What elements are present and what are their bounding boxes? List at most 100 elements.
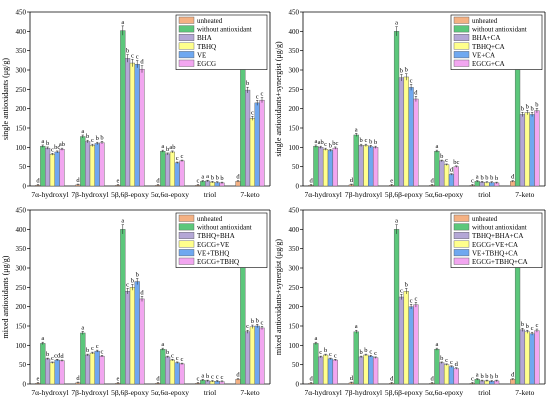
bar bbox=[322, 149, 329, 187]
significance-letter: a bbox=[161, 341, 164, 348]
significance-letter: a bbox=[41, 335, 44, 342]
bar bbox=[358, 356, 364, 385]
significance-letter: a bbox=[81, 128, 84, 135]
significance-letter: b bbox=[480, 174, 483, 181]
significance-letter: e bbox=[37, 375, 40, 382]
legend-swatch bbox=[453, 257, 470, 265]
legend-swatch bbox=[178, 223, 195, 231]
y-tick-label: 0 bbox=[23, 381, 27, 389]
significance-letter: c bbox=[51, 355, 54, 362]
significance-letter: d bbox=[414, 89, 418, 96]
bar bbox=[94, 143, 100, 187]
significance-letter: c bbox=[471, 177, 474, 184]
y-tick-label: 400 bbox=[16, 226, 27, 234]
bar bbox=[363, 145, 369, 187]
significance-letter: a bbox=[201, 174, 204, 181]
y-tick-label: 100 bbox=[16, 342, 27, 350]
significance-letter: a bbox=[161, 143, 164, 150]
significance-letter: a bbox=[395, 20, 398, 27]
bar bbox=[372, 357, 379, 385]
y-tick-label: 100 bbox=[289, 144, 300, 152]
bar bbox=[408, 306, 414, 385]
significance-letter: c bbox=[450, 359, 453, 366]
legend-label: without antioxidant bbox=[472, 26, 527, 34]
legend-swatch bbox=[178, 257, 195, 265]
significance-letter: c bbox=[181, 356, 184, 363]
significance-letter: b bbox=[405, 67, 408, 74]
legend-swatch bbox=[178, 240, 195, 248]
y-tick-label: 350 bbox=[289, 245, 300, 253]
y-tick-label: 150 bbox=[16, 125, 27, 133]
significance-letter: a bbox=[314, 138, 317, 145]
significance-letter: c bbox=[410, 77, 413, 84]
significance-letter: c bbox=[471, 375, 474, 382]
legend-label: VE bbox=[197, 51, 206, 59]
y-tick-label: 450 bbox=[16, 207, 27, 215]
y-tick-label: 400 bbox=[16, 28, 27, 36]
y-axis-label: mixed antioxidants+synergist (μg/g) bbox=[274, 239, 283, 356]
bar bbox=[259, 99, 265, 187]
x-tick-label: 7-keto bbox=[515, 190, 534, 199]
bar bbox=[534, 110, 540, 187]
significance-letter: b bbox=[400, 67, 403, 74]
significance-letter: c bbox=[531, 325, 534, 332]
y-tick-label: 450 bbox=[289, 207, 300, 215]
legend-swatch bbox=[178, 42, 195, 50]
legend-label: unheated bbox=[472, 215, 498, 223]
significance-letter: ab bbox=[169, 144, 175, 151]
significance-letter: c bbox=[535, 322, 538, 329]
bar bbox=[80, 136, 86, 187]
bar bbox=[519, 329, 526, 385]
significance-letter: c bbox=[101, 348, 104, 355]
significance-letter: d bbox=[36, 177, 40, 184]
significance-letter: c bbox=[256, 93, 259, 100]
significance-letter: b bbox=[131, 277, 134, 284]
bar bbox=[372, 147, 379, 187]
y-tick-label: 250 bbox=[16, 284, 27, 292]
x-tick-label: 7β-hydroxyl bbox=[71, 388, 108, 397]
significance-letter: d bbox=[60, 353, 64, 360]
significance-letter: a bbox=[121, 19, 124, 26]
significance-letter: b bbox=[521, 105, 524, 112]
legend-swatch bbox=[453, 42, 470, 50]
significance-letter: b bbox=[100, 134, 103, 141]
legend-label: without antioxidant bbox=[197, 224, 252, 232]
bar bbox=[254, 102, 260, 187]
bar bbox=[249, 118, 256, 187]
bar bbox=[169, 359, 176, 385]
significance-letter: a bbox=[435, 341, 438, 348]
legend-label: BHA bbox=[197, 34, 212, 42]
chart-panel-3: 0 50 100 150 200 250 300 350 400 450 mixed antioxi… bbox=[1, 207, 271, 397]
y-tick-label: 0 bbox=[296, 381, 300, 389]
significance-letter: c bbox=[216, 374, 219, 381]
bar bbox=[120, 30, 126, 187]
bar bbox=[124, 58, 131, 187]
significance-letter: b bbox=[521, 321, 524, 328]
legend-label: EGCG+CA bbox=[472, 60, 505, 68]
significance-letter: c bbox=[197, 177, 200, 184]
bar bbox=[413, 304, 419, 385]
significance-letter: c bbox=[414, 295, 417, 302]
significance-letter: c bbox=[136, 54, 139, 61]
significance-letter: a bbox=[476, 372, 479, 379]
significance-letter: c bbox=[364, 137, 367, 144]
y-tick-label: 0 bbox=[23, 183, 27, 191]
significance-letter: a bbox=[206, 173, 209, 180]
legend-label: VE+TBHQ bbox=[197, 249, 229, 257]
bar bbox=[94, 350, 100, 385]
significance-letter: c bbox=[211, 374, 214, 381]
bar bbox=[164, 153, 171, 187]
y-tick-label: 400 bbox=[289, 226, 300, 234]
significance-letter: b bbox=[216, 175, 219, 182]
bar bbox=[534, 330, 540, 385]
bar bbox=[54, 151, 60, 187]
chart-panel-1: 0 50 100 150 200 250 300 350 400 450 single antiox… bbox=[1, 9, 271, 199]
legend-swatch bbox=[178, 249, 195, 257]
significance-letter: e bbox=[117, 177, 120, 184]
legend-label: BHA+CA bbox=[472, 34, 500, 42]
significance-letter: b bbox=[251, 318, 254, 325]
significance-letter: c bbox=[171, 352, 174, 359]
x-tick-label: 7α-hydroxyl bbox=[305, 388, 342, 397]
significance-letter: c bbox=[400, 287, 403, 294]
bar bbox=[49, 362, 56, 385]
